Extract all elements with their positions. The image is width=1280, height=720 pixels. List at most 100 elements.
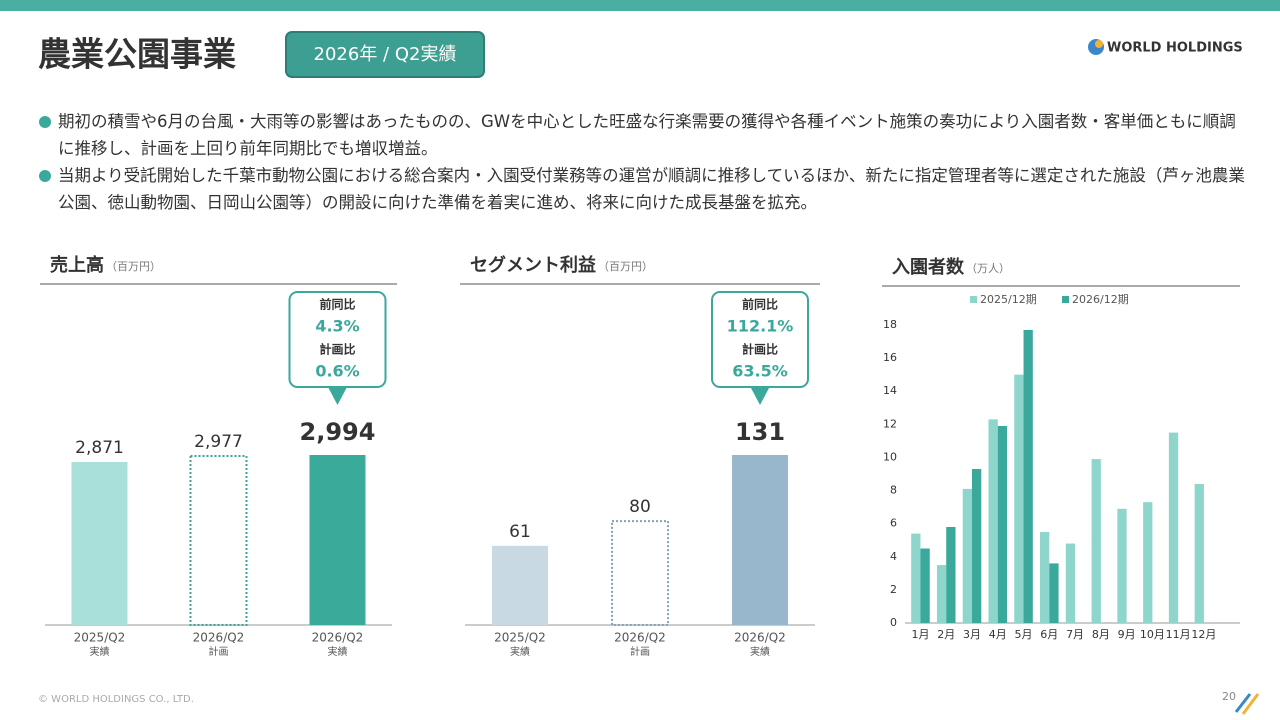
page-number: 20 — [1222, 690, 1236, 703]
value-label: 2,977 — [194, 432, 243, 452]
page-title: 農業公園事業 — [38, 35, 236, 74]
value-label: 61 — [509, 522, 531, 542]
logo-stripe — [1241, 693, 1260, 715]
chart-title: セグメント利益 — [470, 254, 596, 276]
callout-value: 4.3% — [315, 317, 359, 336]
bar — [936, 565, 947, 623]
x-tick-label: 2025/Q2 — [74, 631, 126, 645]
bar — [1014, 374, 1024, 623]
copyright: © WORLD HOLDINGS CO., LTD. — [38, 694, 194, 705]
logo-mark-dot — [1095, 40, 1103, 48]
callout-pointer — [751, 388, 769, 405]
x-tick-sublabel: 実績 — [90, 645, 110, 658]
bar — [1023, 329, 1033, 623]
x-tick-label: 8月 — [1092, 628, 1110, 641]
x-tick-sublabel: 実績 — [510, 645, 530, 658]
x-tick-label: 6月 — [1040, 628, 1058, 641]
x-tick-label: 2026/Q2 — [193, 631, 245, 645]
bar — [1040, 531, 1050, 623]
legend-swatch — [1062, 296, 1069, 303]
logo-stripe — [1234, 693, 1252, 713]
y-tick-label: 12 — [883, 417, 897, 430]
chart-title: 売上高 — [50, 254, 104, 276]
callout-label: 前同比 — [319, 297, 355, 312]
value-label: 131 — [735, 418, 785, 446]
y-tick-label: 6 — [890, 517, 897, 530]
x-tick-label: 5月 — [1015, 628, 1033, 641]
bar — [492, 545, 548, 625]
legend-swatch — [970, 296, 977, 303]
y-tick-label: 14 — [883, 384, 897, 397]
legend-label: 2025/12期 — [980, 293, 1037, 306]
x-tick-label: 7月 — [1066, 628, 1084, 641]
bar — [1049, 563, 1059, 623]
x-tick-label: 2025/Q2 — [494, 631, 546, 645]
top-band — [0, 0, 1280, 11]
chart-unit: （百万円） — [598, 260, 653, 273]
bar — [997, 425, 1008, 623]
callout-value: 112.1% — [727, 317, 794, 336]
callout-box — [711, 291, 809, 388]
callout-label: 計画比 — [742, 342, 778, 357]
callout-pointer — [328, 388, 347, 405]
bar — [71, 461, 128, 625]
bar — [988, 419, 998, 623]
bar — [1065, 543, 1076, 623]
legend-label: 2026/12期 — [1072, 293, 1129, 306]
bar — [611, 520, 669, 627]
badge — [285, 31, 485, 78]
x-tick-label: 2026/Q2 — [312, 631, 364, 645]
bullet: 期初の積雪や6月の台風・大雨等の影響はあったものの、GWを中心とした旺盛な行楽需… — [38, 108, 1248, 162]
x-tick-label: 10月 — [1140, 628, 1165, 641]
callout-label: 計画比 — [319, 342, 355, 357]
bar — [920, 548, 930, 623]
x-tick-label: 4月 — [989, 628, 1007, 641]
badge-text: 2026年 / Q2実績 — [314, 44, 457, 65]
chart-unit: （万人） — [966, 262, 1010, 275]
chart-unit: （百万円） — [106, 260, 161, 273]
y-tick-label: 8 — [890, 484, 897, 497]
y-tick-label: 16 — [883, 351, 897, 364]
bullet-list: 期初の積雪や6月の台風・大雨等の影響はあったものの、GWを中心とした旺盛な行楽需… — [38, 108, 1248, 216]
y-tick-label: 2 — [890, 583, 897, 596]
y-tick-label: 4 — [890, 550, 897, 563]
x-tick-label: 2026/Q2 — [614, 631, 666, 645]
bar — [946, 526, 956, 623]
bullet: 当期より受託開始した千葉市動物公園における総合案内・入園受付業務等の運営が順調に… — [38, 162, 1248, 216]
y-tick-label: 18 — [883, 318, 897, 331]
x-tick-sublabel: 実績 — [328, 645, 348, 658]
value-label: 2,871 — [75, 438, 124, 458]
x-tick-label: 3月 — [963, 628, 981, 641]
x-tick-label: 2月 — [937, 628, 955, 641]
bar — [1194, 483, 1204, 623]
callout-value: 0.6% — [315, 362, 359, 381]
bar — [1117, 508, 1127, 623]
x-tick-sublabel: 計画 — [209, 645, 229, 658]
x-tick-label: 1月 — [911, 628, 929, 641]
bar — [1091, 459, 1101, 623]
bar — [309, 455, 366, 625]
bar — [732, 455, 788, 625]
bar — [911, 533, 921, 623]
bar — [1168, 432, 1179, 623]
callout-label: 前同比 — [742, 297, 778, 312]
x-tick-label: 2026/Q2 — [734, 631, 786, 645]
logo-text: WORLD HOLDINGS — [1107, 41, 1243, 56]
bar — [189, 454, 248, 626]
x-tick-sublabel: 実績 — [750, 645, 770, 658]
bar — [1143, 502, 1153, 623]
x-tick-label: 11月 — [1166, 628, 1191, 641]
y-tick-label: 0 — [890, 616, 897, 629]
bar — [962, 488, 972, 623]
bar — [972, 469, 982, 623]
x-tick-sublabel: 計画 — [630, 645, 650, 658]
chart-title: 入園者数 — [892, 256, 965, 278]
x-tick-label: 12月 — [1191, 628, 1216, 641]
callout-box — [288, 291, 387, 388]
y-tick-label: 10 — [883, 450, 897, 463]
x-tick-label: 9月 — [1118, 628, 1136, 641]
callout-value: 63.5% — [732, 362, 788, 381]
value-label: 2,994 — [300, 418, 376, 446]
